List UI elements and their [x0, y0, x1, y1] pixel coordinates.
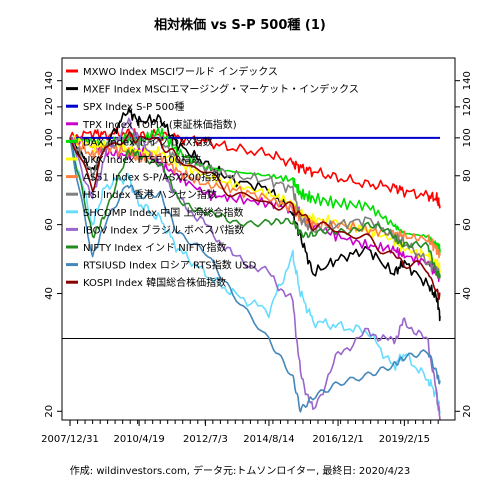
legend-label: SPX Index S-P 500種	[83, 100, 184, 113]
legend-label: MXWO Index MSCIワールド インデックス	[83, 65, 278, 78]
y-tick-label-left: 40	[44, 287, 55, 300]
x-tick-label: 2012/7/3	[183, 434, 228, 445]
x-tick-label: 2016/12/1	[312, 434, 363, 445]
legend-label: UKX Index FTSE100指数	[83, 153, 201, 166]
y-tick-label-right: 140	[462, 71, 473, 90]
y-tick-label-left: 140	[44, 71, 55, 90]
series-lines	[62, 107, 455, 421]
legend-label: DAX Index ドイツ DAX指数	[83, 135, 213, 148]
y-tick-label-right: 20	[462, 405, 473, 418]
axes: 20 20 40 40 60 60 80 80 100 100 120 120 140 140 2007/1…	[41, 71, 473, 445]
series-line	[69, 135, 441, 283]
y-tick-label-left: 80	[44, 169, 55, 182]
y-tick-label-right: 80	[462, 169, 473, 182]
y-tick-label-right: 60	[462, 218, 473, 231]
x-tick-label: 2007/12/31	[41, 434, 99, 445]
y-tick-label-right: 40	[462, 287, 473, 300]
legend-label: RTSIUSD Index ロシア RTS指数 USD	[83, 259, 257, 272]
x-tick-label: 2010/4/19	[113, 434, 164, 445]
y-tick-label-right: 100	[462, 128, 473, 147]
chart-title: 相対株価 vs S-P 500種 (1)	[154, 17, 326, 33]
plot-frame	[61, 57, 456, 421]
legend-label: HSI Index 香港 ハンセン指数	[83, 188, 217, 201]
y-tick-label-left: 100	[44, 128, 55, 147]
series-line	[69, 127, 441, 209]
x-tick-label: 2014/8/14	[243, 434, 294, 445]
legend: MXWO Index MSCIワールド インデックス MXEF Index MSC…	[66, 65, 359, 289]
y-tick-label-right: 120	[462, 97, 473, 116]
legend-label: KOSPI Index 韓国総合株価指数	[83, 276, 226, 289]
legend-label: AS51 Index S-P/ASX200指数	[83, 171, 221, 184]
chart-footer: 作成: wildinvestors.com, データ元:トムソンロイター, 最終…	[70, 464, 410, 477]
legend-label: MXEF Index MSCIエマージング・マーケット・インデックス	[83, 83, 359, 96]
legend-label: NIFTY Index インド NIFTY指数	[83, 241, 227, 254]
y-tick-label-left: 20	[44, 405, 55, 418]
x-tick-label: 2019/2/15	[379, 434, 430, 445]
y-tick-label-left: 60	[44, 218, 55, 231]
legend-label: SHCOMP Index 中国 上海総合指数	[83, 206, 243, 219]
legend-label: TPX Index TOPIX (東証株価指数)	[82, 118, 237, 131]
series-line	[69, 137, 441, 279]
y-tick-label-left: 120	[44, 97, 55, 116]
series-line	[69, 134, 441, 280]
series-line	[69, 131, 441, 301]
series-line	[69, 137, 441, 413]
legend-label: IBOV Index ブラジル ボベスパ指数	[83, 223, 244, 236]
series-line	[69, 117, 441, 421]
